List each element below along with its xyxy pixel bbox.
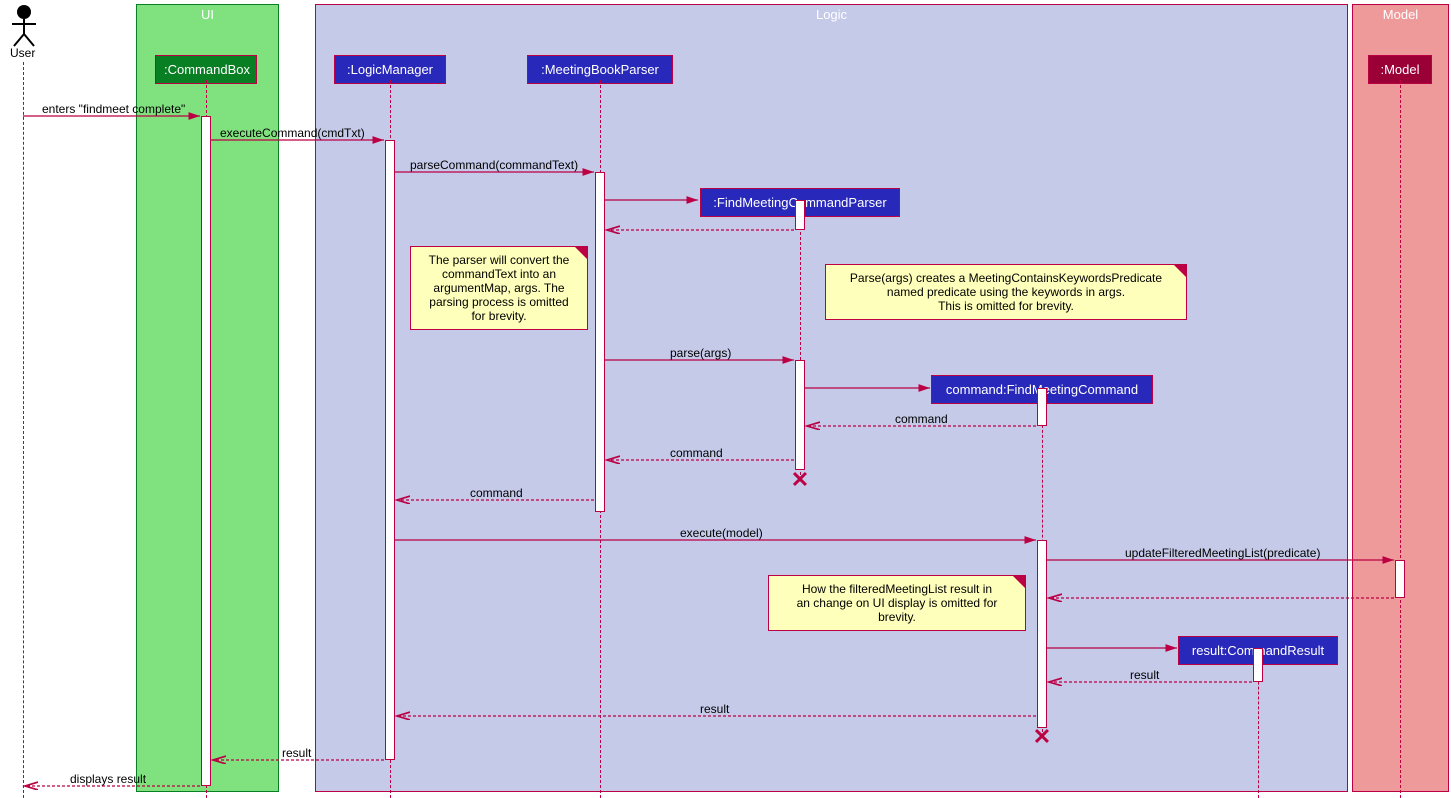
note-parse-args-text: Parse(args) creates a MeetingContainsKey…	[836, 271, 1176, 313]
msg-result-1: result	[1130, 668, 1159, 682]
msg-enters: enters "findmeet complete"	[42, 102, 185, 116]
note-filtered-list-text: How the filteredMeetingList result in an…	[779, 582, 1015, 624]
note-filtered-list: How the filteredMeetingList result in an…	[768, 575, 1026, 631]
msg-command-3: command	[470, 486, 523, 500]
msg-result-3: result	[282, 746, 311, 760]
participant-commandbox-label: :CommandBox	[164, 62, 250, 77]
activation-logicmanager	[385, 140, 395, 760]
actor-user-label: User	[10, 46, 35, 60]
activation-findmeetingcommand-2	[1037, 540, 1047, 728]
lifeline-model	[1400, 80, 1401, 798]
msg-displaysresult: displays result	[70, 772, 146, 786]
actor-user	[10, 4, 38, 51]
destroy-findmeetingcommandparser: ✕	[791, 467, 809, 493]
region-logic: Logic	[315, 4, 1348, 792]
note-parser-convert: The parser will convert the commandText …	[410, 246, 588, 330]
activation-meetingbookparser	[595, 172, 605, 512]
lifeline-user	[23, 62, 24, 798]
destroy-findmeetingcommand: ✕	[1033, 724, 1051, 750]
participant-meetingbookparser-label: :MeetingBookParser	[541, 62, 659, 77]
activation-findmeetingcommandparser-2	[795, 360, 805, 470]
msg-executecommand: executeCommand(cmdTxt)	[220, 126, 365, 140]
activation-findmeetingcommand-1	[1037, 388, 1047, 426]
region-model-label: Model	[1383, 7, 1418, 22]
msg-command-2: command	[670, 446, 723, 460]
note-parse-args: Parse(args) creates a MeetingContainsKey…	[825, 264, 1187, 320]
region-logic-label: Logic	[816, 7, 847, 22]
lifeline-commandresult	[1258, 662, 1259, 798]
msg-updatefiltered: updateFilteredMeetingList(predicate)	[1125, 546, 1320, 560]
region-ui-label: UI	[201, 7, 214, 22]
note-parser-convert-text: The parser will convert the commandText …	[421, 253, 577, 323]
msg-result-2: result	[700, 702, 729, 716]
msg-command-1: command	[895, 412, 948, 426]
participant-logicmanager-label: :LogicManager	[347, 62, 433, 77]
activation-findmeetingcommandparser-1	[795, 200, 805, 230]
activation-commandresult	[1253, 648, 1263, 682]
participant-model-label: :Model	[1380, 62, 1419, 77]
msg-execute: execute(model)	[680, 526, 763, 540]
activation-commandbox	[201, 116, 211, 786]
msg-parsecommand: parseCommand(commandText)	[410, 158, 578, 172]
msg-parseargs: parse(args)	[670, 346, 731, 360]
activation-model	[1395, 560, 1405, 598]
